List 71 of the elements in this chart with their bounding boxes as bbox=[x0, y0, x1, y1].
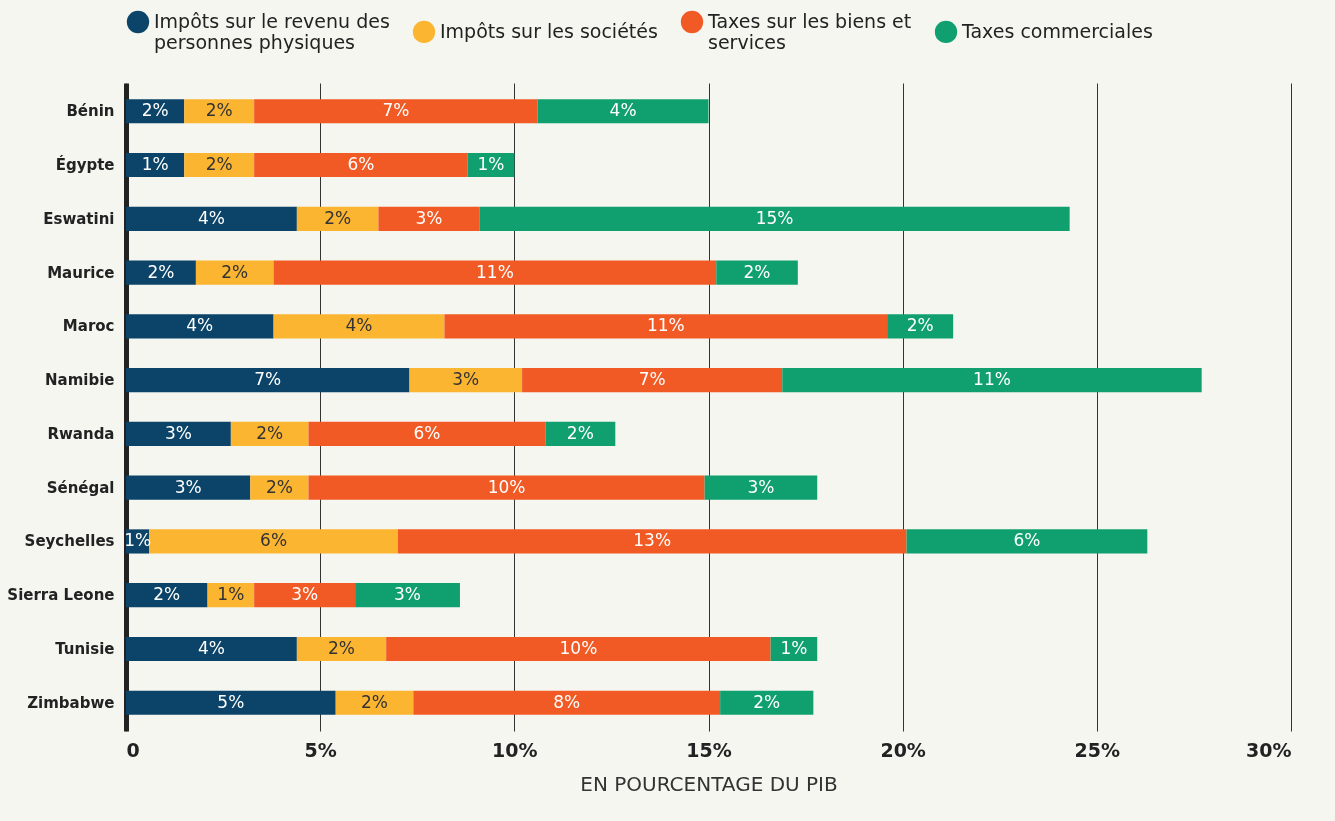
x-tick-label: 30% bbox=[1246, 738, 1292, 761]
data-label: 4% bbox=[609, 100, 637, 121]
x-axis-title: EN POURCENTAGE DU PIB bbox=[580, 771, 838, 796]
legend-label: Impôts sur le revenu des personnes physiques bbox=[154, 10, 390, 53]
data-label: 2% bbox=[205, 154, 233, 175]
data-label: 2% bbox=[141, 100, 169, 121]
x-tick-label: 0 bbox=[126, 738, 140, 761]
data-label: 2% bbox=[753, 691, 781, 712]
data-label: 2% bbox=[743, 261, 771, 282]
data-label: 4% bbox=[345, 315, 373, 336]
data-label: 7% bbox=[638, 369, 666, 390]
x-tick-label: 5% bbox=[304, 738, 337, 761]
data-label: 2% bbox=[566, 422, 594, 443]
legend-label: Taxes sur les biens et services bbox=[707, 10, 912, 53]
data-label: 8% bbox=[553, 691, 581, 712]
data-label: 2% bbox=[256, 422, 284, 443]
data-label: 3% bbox=[415, 207, 443, 228]
y-tick-label: Bénin bbox=[66, 102, 115, 121]
data-label: 2% bbox=[153, 584, 181, 605]
data-label: 3% bbox=[452, 369, 480, 390]
data-label: 1% bbox=[780, 637, 808, 658]
y-tick-label: Sierra Leone bbox=[7, 586, 115, 605]
data-label: 2% bbox=[328, 637, 356, 658]
data-label: 7% bbox=[382, 100, 410, 121]
y-tick-label: Maurice bbox=[47, 263, 115, 282]
data-label: 2% bbox=[324, 207, 352, 228]
data-label: 10% bbox=[559, 637, 598, 658]
data-label: 6% bbox=[347, 154, 375, 175]
data-label: 6% bbox=[1013, 530, 1041, 551]
y-tick-label: Maroc bbox=[62, 317, 115, 336]
y-tick-label: Égypte bbox=[55, 155, 115, 175]
y-tick-label: Rwanda bbox=[47, 424, 115, 443]
data-label: 3% bbox=[164, 422, 192, 443]
data-label: 2% bbox=[906, 315, 934, 336]
data-label: 11% bbox=[476, 261, 514, 282]
data-label: 4% bbox=[186, 315, 214, 336]
y-tick-label: Zimbabwe bbox=[27, 693, 115, 712]
data-label: 6% bbox=[260, 530, 288, 551]
data-label: 13% bbox=[633, 530, 672, 551]
data-label: 4% bbox=[197, 637, 225, 658]
data-label: 4% bbox=[197, 207, 225, 228]
data-label: 6% bbox=[413, 422, 441, 443]
y-tick-label: Eswatini bbox=[43, 209, 115, 228]
y-tick-label: Tunisie bbox=[55, 639, 115, 658]
x-tick-label: 25% bbox=[1074, 738, 1121, 761]
data-label: 2% bbox=[147, 261, 175, 282]
data-label: 3% bbox=[394, 584, 422, 605]
y-tick-label: Seychelles bbox=[24, 532, 115, 551]
data-label: 2% bbox=[361, 691, 389, 712]
legend-label: Impôts sur les sociétés bbox=[440, 19, 658, 42]
data-label: 5% bbox=[217, 691, 245, 712]
data-label: 7% bbox=[254, 369, 282, 390]
data-label: 15% bbox=[755, 207, 794, 228]
data-label: 10% bbox=[487, 476, 526, 497]
data-label: 2% bbox=[205, 100, 233, 121]
y-tick-label: Sénégal bbox=[46, 478, 115, 497]
x-tick-label: 10% bbox=[492, 738, 538, 761]
data-label: 1% bbox=[477, 154, 505, 175]
data-label: 3% bbox=[174, 476, 202, 497]
y-tick-label: Namibie bbox=[45, 371, 115, 390]
legend-label: Taxes commerciales bbox=[961, 19, 1153, 42]
data-label: 2% bbox=[221, 261, 249, 282]
data-label: 11% bbox=[973, 369, 1011, 390]
data-label: 11% bbox=[646, 315, 685, 336]
data-label: 3% bbox=[747, 476, 775, 497]
x-tick-label: 20% bbox=[880, 738, 926, 761]
data-label: 2% bbox=[265, 476, 293, 497]
data-label: 1% bbox=[141, 154, 169, 175]
data-label: 3% bbox=[291, 584, 319, 605]
x-tick-label: 15% bbox=[686, 738, 732, 761]
data-label: 1% bbox=[217, 584, 245, 605]
